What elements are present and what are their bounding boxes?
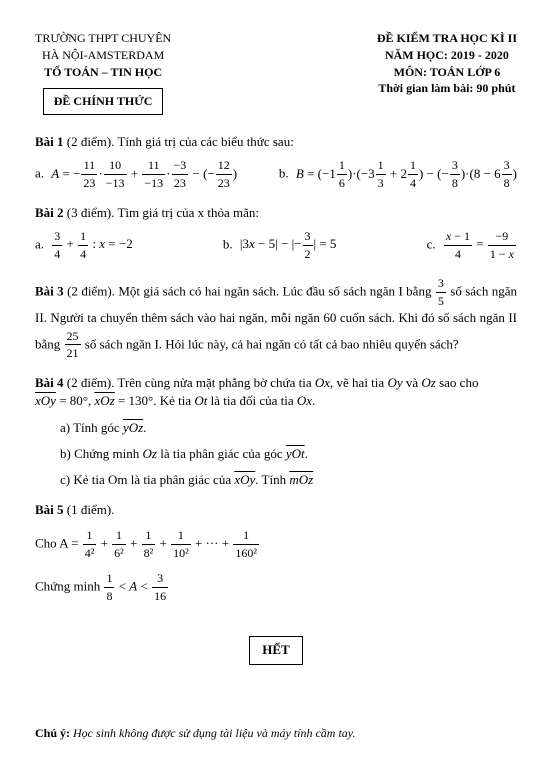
p3-frac2: 2521 bbox=[65, 328, 81, 363]
p5-title: Bài 5 bbox=[35, 502, 64, 517]
p3-text1: Một giá sách có hai ngăn sách. Lúc đầu s… bbox=[118, 283, 435, 298]
p1-points: (2 điểm). bbox=[67, 134, 115, 149]
p4-line1d: sao cho bbox=[436, 375, 479, 390]
p2-text: Tìm giá trị của x thỏa mãn: bbox=[117, 205, 259, 220]
problem-4: Bài 4 (2 điểm). Trên cùng nửa mặt phẳng … bbox=[35, 374, 517, 489]
problem-5: Bài 5 (1 điểm). Cho A = 14² + 16² + 18² … bbox=[35, 501, 517, 604]
problem-3: Bài 3 (2 điểm). Một giá sách có hai ngăn… bbox=[35, 275, 517, 362]
p1-b-label: b. bbox=[279, 166, 289, 181]
p4-line2: xOy = 80°, xOz = 130°. Kẻ tia Ot là tia … bbox=[35, 392, 517, 410]
header-right: ĐỀ KIỂM TRA HỌC KÌ II NĂM HỌC: 2019 - 20… bbox=[377, 30, 517, 115]
p4-Oy: Oy bbox=[387, 375, 402, 390]
header-left: TRƯỜNG THPT CHUYÊN HÀ NỘI-AMSTERDAM TỔ T… bbox=[35, 30, 171, 115]
p4-points: (2 điểm). bbox=[67, 375, 115, 390]
p3-text3: số sách ngăn I. Hỏi lúc này, cả hai ngăn… bbox=[85, 336, 459, 351]
subject: MÔN: TOÁN LỚP 6 bbox=[377, 64, 517, 81]
school-line2: HÀ NỘI-AMSTERDAM bbox=[35, 47, 171, 64]
p4-Ox: Ox bbox=[315, 375, 330, 390]
p2-subrow: a. 34 + 14 : x = −2 b. |3x − 5| − |−32| … bbox=[35, 228, 517, 263]
p5-line1: Cho A = 14² + 16² + 18² + 110² + ··· + 1… bbox=[35, 527, 517, 562]
p4-a: a) Tính góc yOz. bbox=[35, 419, 517, 437]
p2-a: a. 34 + 14 : x = −2 bbox=[35, 228, 133, 263]
end-wrap: HẾT bbox=[35, 616, 517, 684]
p4-title: Bài 4 bbox=[35, 375, 64, 390]
p4-line1c: và bbox=[403, 375, 422, 390]
p3-title: Bài 3 bbox=[35, 283, 64, 298]
p4-line1b: , vẽ hai tia bbox=[330, 375, 387, 390]
p2-a-label: a. bbox=[35, 236, 44, 251]
p2-c-label: c. bbox=[427, 236, 436, 251]
p3-frac1: 35 bbox=[436, 275, 446, 310]
exam-title: ĐỀ KIỂM TRA HỌC KÌ II bbox=[377, 30, 517, 47]
p2-c: c. x − 14 = −91 − x bbox=[427, 228, 517, 263]
p1-text: Tính giá trị của các biểu thức sau: bbox=[117, 134, 293, 149]
p4-line1a: Trên cùng nửa mặt phẳng bờ chứa tia bbox=[117, 375, 314, 390]
p2-b: b. |3x − 5| − |−32| = 5 bbox=[223, 228, 337, 263]
end-box: HẾT bbox=[249, 636, 302, 664]
official-box: ĐỀ CHÍNH THỨC bbox=[43, 88, 164, 115]
p2-b-label: b. bbox=[223, 236, 233, 251]
p1-a-label: a. bbox=[35, 166, 44, 181]
dept-line: TỔ TOÁN – TIN HỌC bbox=[35, 64, 171, 81]
p3-points: (2 điểm). bbox=[67, 283, 115, 298]
p1-subrow: a. A = −1123·10−13 + 11−13·−323 − (−1223… bbox=[35, 157, 517, 192]
p5-line2: Chứng minh 18 < A < 316 bbox=[35, 570, 517, 605]
page-header: TRƯỜNG THPT CHUYÊN HÀ NỘI-AMSTERDAM TỔ T… bbox=[35, 30, 517, 115]
note-text: Học sinh không được sử dụng tài liệu và … bbox=[70, 726, 355, 740]
p4-c: c) Kẻ tia Om là tia phân giác của xOy. T… bbox=[35, 471, 517, 489]
footnote: Chú ý: Học sinh không được sử dụng tài l… bbox=[35, 725, 517, 742]
school-line1: TRƯỜNG THPT CHUYÊN bbox=[35, 30, 171, 47]
p1-b: b. B = (−116)·(−313 + 214) − (−38)·(8 − … bbox=[279, 157, 517, 192]
p1-a: a. A = −1123·10−13 + 11−13·−323 − (−1223… bbox=[35, 157, 237, 192]
note-bold: Chú ý: bbox=[35, 726, 70, 740]
p4-Oz: Oz bbox=[421, 375, 435, 390]
p1-title: Bài 1 bbox=[35, 134, 64, 149]
school-year: NĂM HỌC: 2019 - 2020 bbox=[377, 47, 517, 64]
p2-title: Bài 2 bbox=[35, 205, 64, 220]
problem-2: Bài 2 (3 điểm). Tìm giá trị của x thỏa m… bbox=[35, 204, 517, 263]
p5-points: (1 điểm). bbox=[67, 502, 115, 517]
p2-points: (3 điểm). bbox=[67, 205, 115, 220]
p4-b: b) Chứng minh Oz là tia phân giác của gó… bbox=[35, 445, 517, 463]
problem-1: Bài 1 (2 điểm). Tính giá trị của các biể… bbox=[35, 133, 517, 192]
duration: Thời gian làm bài: 90 phút bbox=[377, 80, 517, 97]
